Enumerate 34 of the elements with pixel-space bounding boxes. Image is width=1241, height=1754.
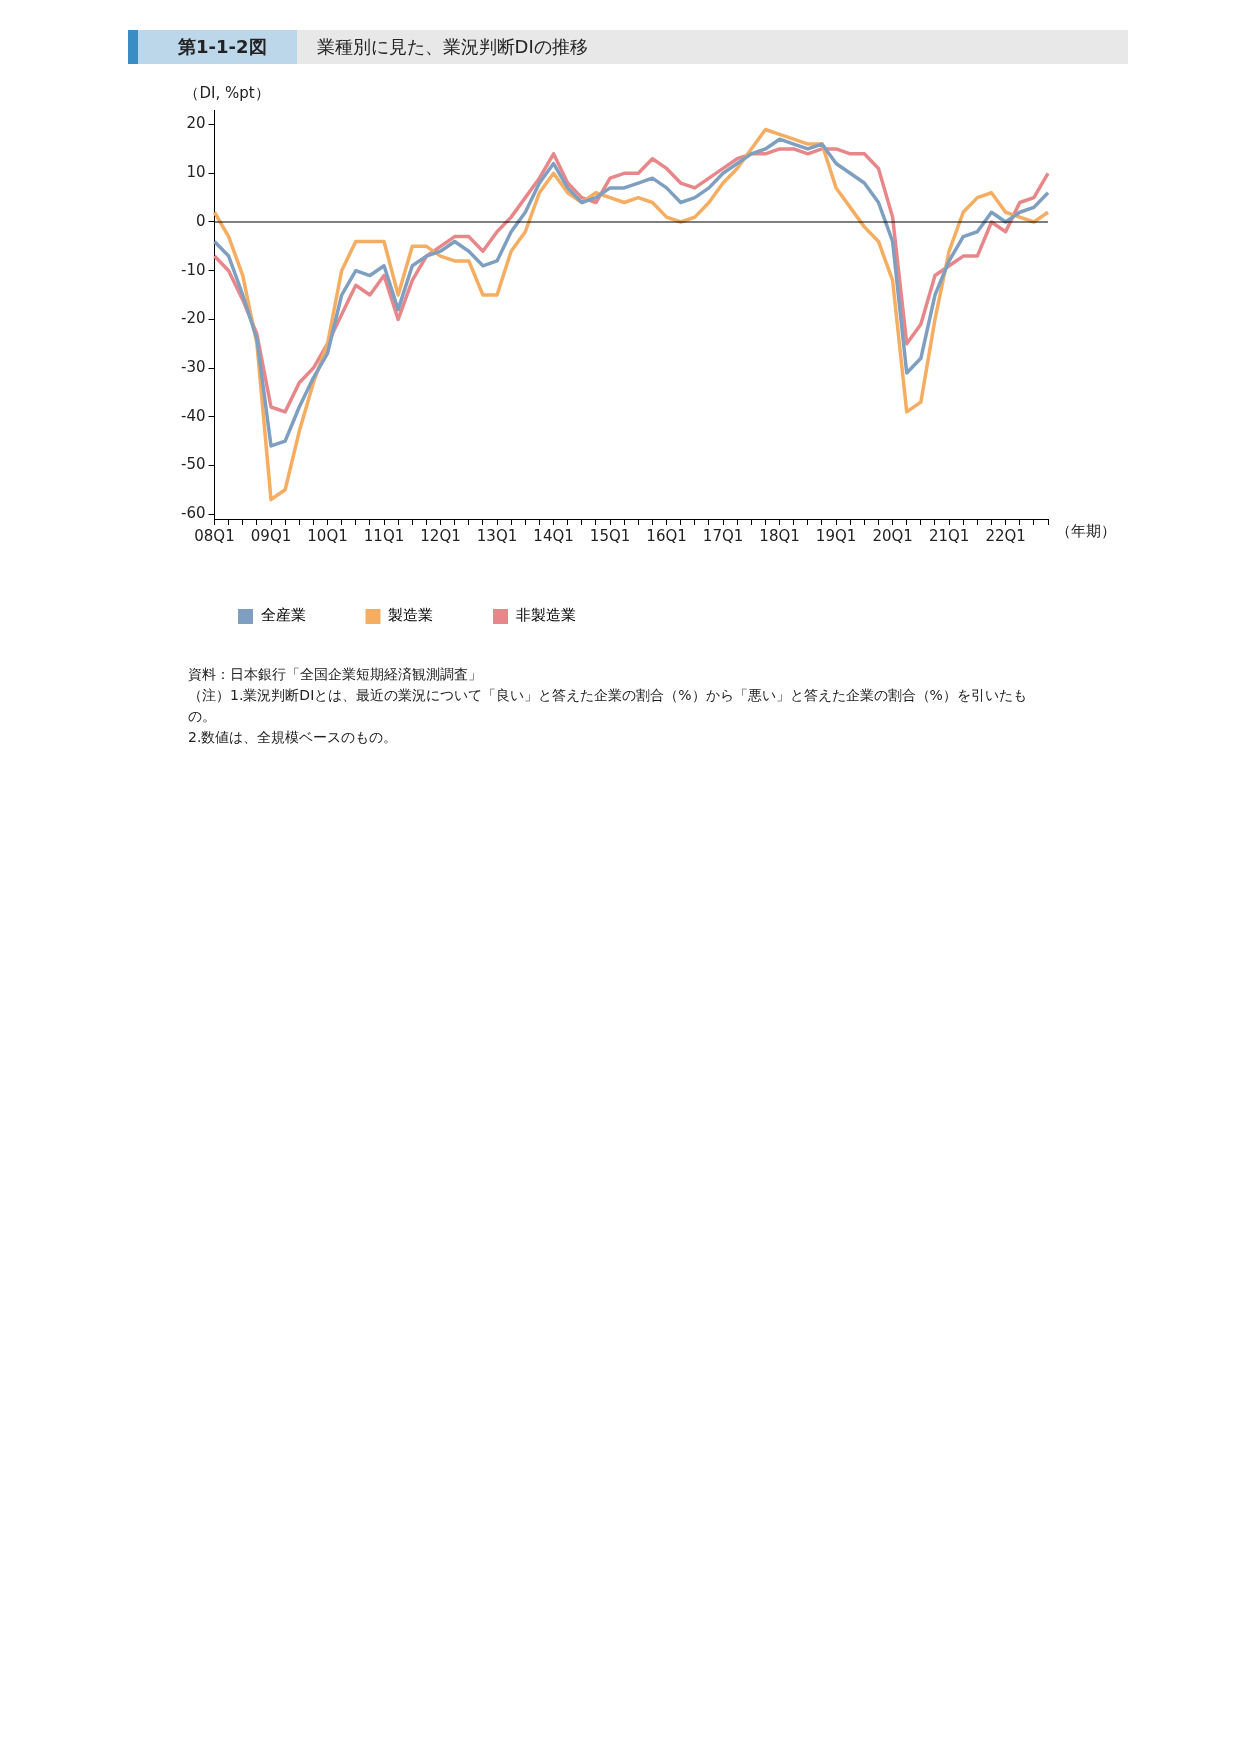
y-tick-label: -60 [181,504,206,523]
x-tick-label: 20Q1 [872,526,913,545]
x-tick-label: 19Q1 [815,526,857,545]
x-tick-label: 21Q1 [928,526,970,545]
y-tick-label: 10 [186,163,206,182]
y-tick-label: 20 [186,114,206,133]
chart-title: 業種別に見た、業況判断DIの推移 [315,35,588,59]
x-tick-label: 08Q1 [194,526,235,545]
x-tick-label: 13Q1 [476,526,518,545]
y-tick-label: -10 [181,260,206,279]
chart-subtitle: 第1-1-2図 [138,30,297,64]
x-tick-label: 11Q1 [363,526,405,545]
y-tick-label: -50 [181,455,206,474]
text: （注）1.業況判断DIとは、最近の業況について「良い」と答えた企業の割合（%）から「悪い」と答えた企業の割合（%）を引いたもの。 [188,686,1028,726]
x-tick-label: 22Q1 [985,526,1026,545]
y-axis-title: （DI, %pt） [184,84,270,103]
x-tick-label: 18Q1 [759,526,800,545]
x-tick-label: 17Q1 [702,526,744,545]
legend-label: 非製造業 [515,606,576,625]
x-tick-label: 15Q1 [589,526,631,545]
text: 2.数値は、全規模ベースのもの。 [188,728,399,747]
y-tick-label: -30 [181,357,206,376]
y-tick-label: -20 [181,309,206,328]
x-tick-label: 09Q1 [250,526,292,545]
x-tick-label: 10Q1 [307,526,348,545]
x-axis-title: （年期） [1056,522,1116,541]
x-tick-label: 14Q1 [533,526,574,545]
x-tick-label: 16Q1 [646,526,687,545]
text: 資料：日本銀行「全国企業短期経済観測調査」 [188,665,483,684]
x-tick-label: 12Q1 [420,526,461,545]
y-tick-label: -40 [181,406,206,425]
legend-label: 製造業 [388,606,433,625]
legend-label: 全産業 [260,606,306,625]
y-tick-label: 0 [195,211,206,230]
